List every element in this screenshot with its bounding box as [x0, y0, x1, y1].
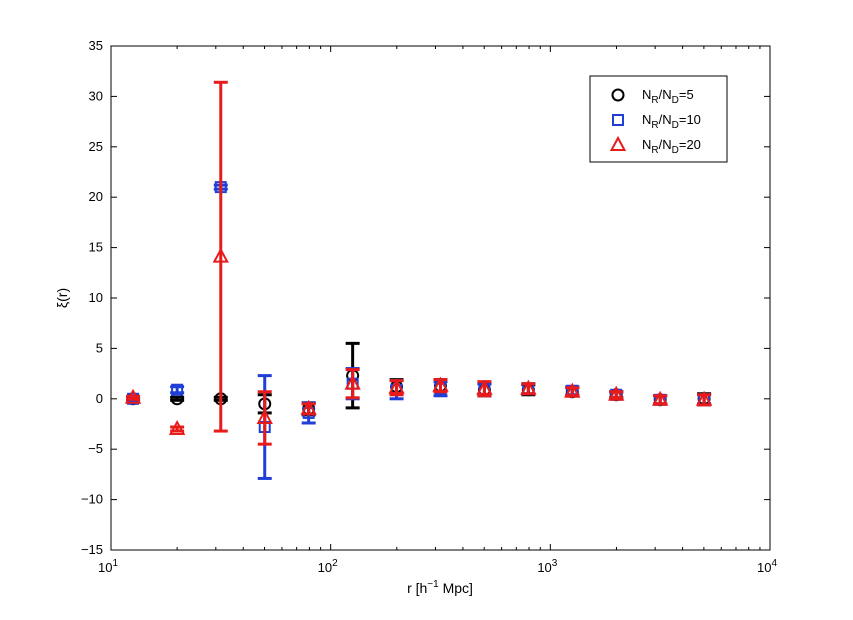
y-tick-label: −15	[81, 542, 103, 557]
x-tick-label: 101	[98, 558, 118, 575]
x-tick-label-base: 10	[98, 560, 112, 575]
data-point-triangle	[651, 390, 669, 406]
legend-label-slash: /N	[659, 112, 672, 127]
x-tick-label-exp: 3	[552, 558, 558, 569]
data-point-triangle	[212, 247, 229, 263]
series-triangle	[124, 80, 713, 446]
x-tick-label-base: 10	[318, 560, 332, 575]
data-point-triangle	[476, 379, 493, 395]
data-point-triangle	[388, 378, 405, 394]
x-tick-label-base: 10	[757, 560, 771, 575]
x-axis-title: r [h−1 Mpc]	[407, 579, 473, 596]
legend-label-n: N	[642, 112, 651, 127]
x-axis-title-tail: Mpc]	[439, 580, 473, 596]
legend-label-slash: /N	[659, 137, 672, 152]
x-tick-label: 102	[318, 558, 338, 575]
legend-label-sub2: D	[672, 120, 679, 131]
data-point-triangle	[344, 374, 361, 390]
x-axis-title-sup: −1	[427, 579, 439, 590]
x-tick-label-exp: 1	[112, 558, 118, 569]
y-tick-label: 30	[89, 88, 103, 103]
y-tick-label: 5	[96, 340, 103, 355]
legend-label-n: N	[642, 137, 651, 152]
x-tick-label: 104	[757, 558, 777, 575]
y-tick-label: 15	[89, 240, 103, 255]
data-point-triangle	[695, 390, 713, 406]
y-tick-label: 35	[89, 38, 103, 53]
data-point-triangle	[168, 419, 186, 436]
data-point-triangle	[520, 379, 537, 395]
y-tick-label: −10	[81, 492, 103, 507]
data-point-triangle	[432, 376, 449, 392]
y-tick-label: 0	[96, 391, 103, 406]
legend-marker-square	[612, 114, 624, 126]
legend-label: NR/ND=5	[642, 87, 694, 106]
legend-label-sub1: R	[651, 95, 658, 106]
data-point-triangle	[564, 382, 581, 398]
legend-label-slash: /N	[659, 87, 672, 102]
legend-label-val: =5	[679, 87, 694, 102]
x-tick-label: 103	[537, 558, 557, 575]
legend-label: NR/ND=20	[642, 137, 701, 156]
legend-label: NR/ND=10	[642, 112, 701, 131]
x-tick-label-exp: 2	[332, 558, 338, 569]
legend-label-sub2: D	[672, 95, 679, 106]
legend-label-val: =20	[679, 137, 701, 152]
y-tick-label: −5	[88, 441, 103, 456]
data-point-triangle	[124, 388, 142, 404]
marks-group	[124, 80, 713, 480]
x-axis-title-base: r [h	[407, 580, 427, 596]
data-point-triangle	[256, 408, 273, 424]
legend-label-n: N	[642, 87, 651, 102]
y-tick-label: 25	[89, 139, 103, 154]
legend-marker-triangle	[609, 135, 627, 151]
legend-label-sub2: D	[672, 145, 679, 156]
legend-marker-circle	[611, 88, 625, 102]
legend-label-sub1: R	[651, 145, 658, 156]
x-tick-label-base: 10	[537, 560, 551, 575]
data-point-triangle	[608, 385, 625, 401]
data-point-square	[171, 383, 184, 396]
y-tick-label: 10	[89, 290, 103, 305]
legend-label-val: =10	[679, 112, 701, 127]
data-point-triangle	[300, 399, 317, 415]
y-axis-title: ξ(r)	[54, 288, 70, 308]
y-tick-label: 20	[89, 189, 103, 204]
x-tick-label-exp: 4	[771, 558, 777, 569]
legend-label-sub1: R	[651, 120, 658, 131]
